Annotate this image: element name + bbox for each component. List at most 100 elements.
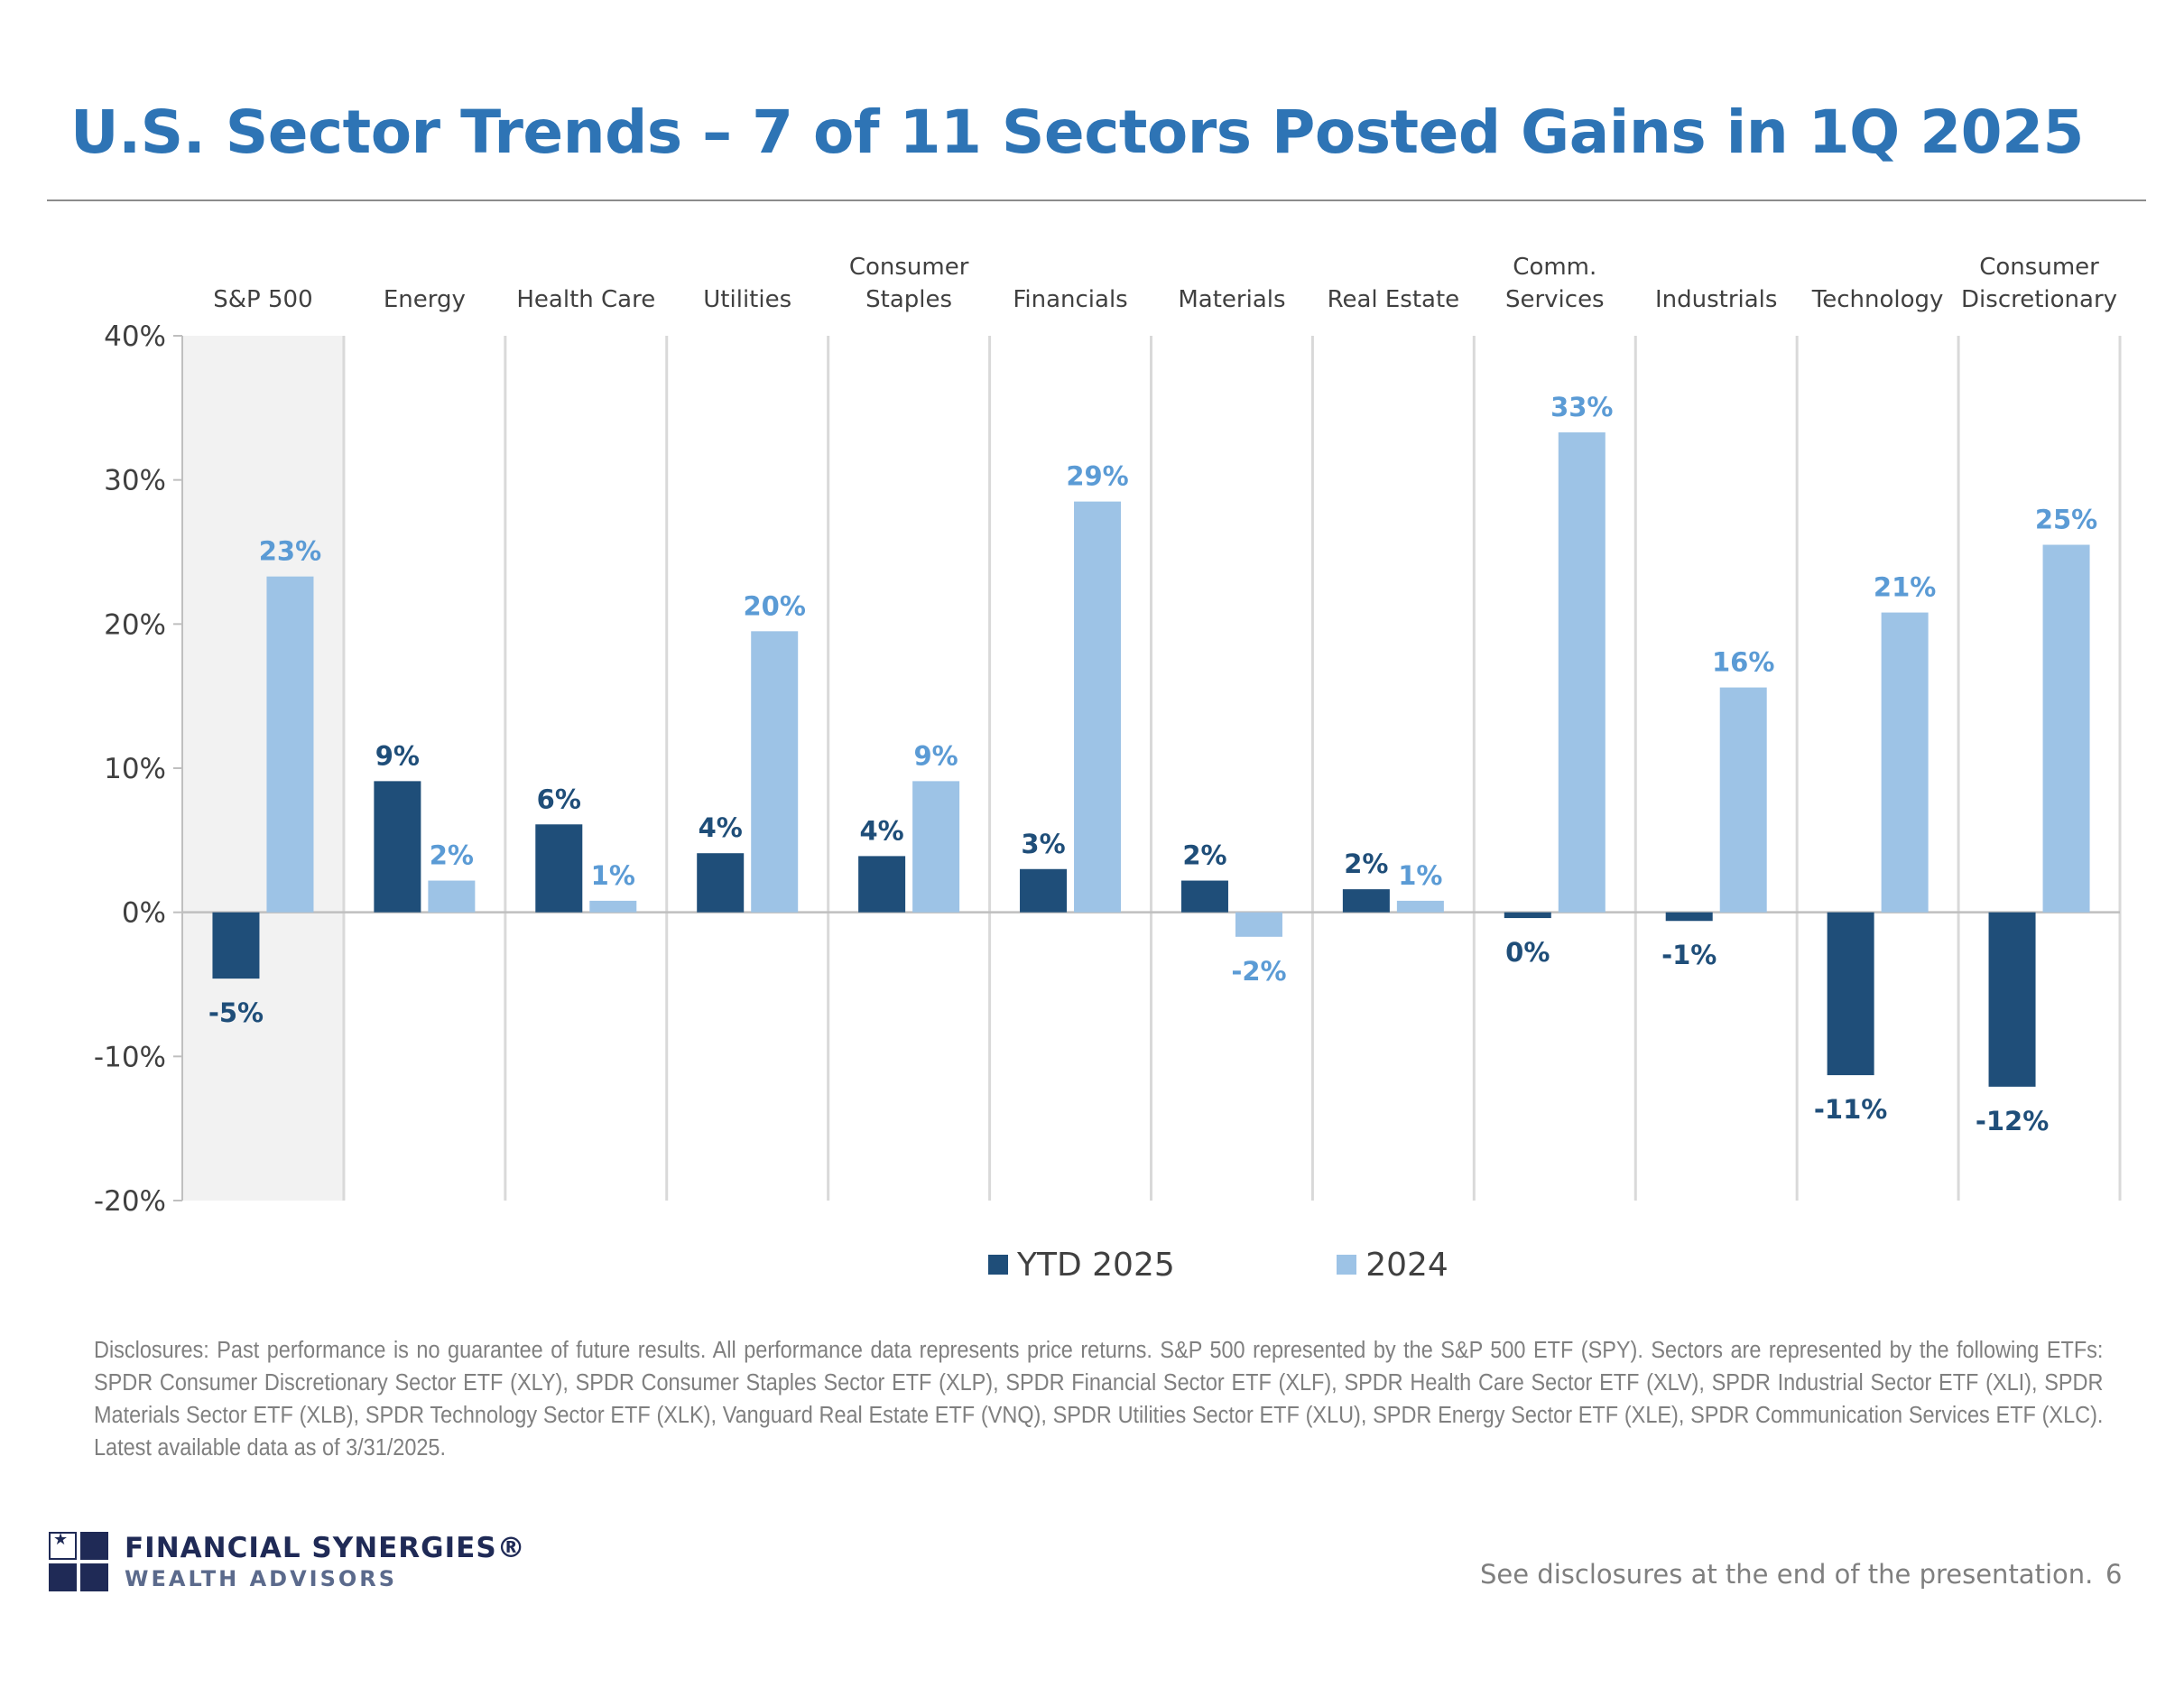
footer-note: See disclosures at the end of the presen… — [1480, 1559, 2094, 1590]
logo-grid-icon: ★ — [49, 1530, 108, 1591]
data-label-2024: 16% — [1712, 647, 1774, 678]
bar-ytd-2025 — [1988, 912, 2036, 1087]
category-label: Consumer Staples — [849, 254, 969, 313]
data-label-2024: 20% — [743, 590, 805, 621]
category-label-line: Comm. — [1513, 254, 1596, 281]
data-label-2024: 29% — [1066, 461, 1128, 492]
category-label: Utilities — [703, 286, 791, 313]
data-label-ytd-2025: 6% — [537, 784, 581, 814]
bar-ytd-2025 — [697, 853, 745, 913]
data-label-2024: -2% — [1231, 956, 1286, 987]
category-label: Industrials — [1655, 286, 1777, 313]
bar-ytd-2025 — [858, 856, 906, 913]
category-label-line: Technology — [1811, 286, 1944, 313]
data-label-ytd-2025: 2% — [1182, 840, 1226, 871]
bar-2024 — [266, 576, 314, 913]
data-label-2024: 25% — [2035, 505, 2097, 535]
title-divider — [47, 199, 2146, 201]
y-tick-label: 20% — [104, 608, 166, 641]
bar-2024 — [1396, 900, 1444, 913]
category-label: Health Care — [516, 286, 655, 313]
data-label-ytd-2025: 3% — [1021, 829, 1065, 859]
category-label: Materials — [1178, 286, 1285, 313]
category-label: Real Estate — [1328, 286, 1460, 313]
category-label-line: Consumer — [849, 254, 969, 281]
y-tick-label: 30% — [104, 465, 166, 497]
data-label-2024: 33% — [1550, 392, 1613, 422]
data-label-2024: 2% — [430, 840, 474, 871]
legend-label-ytd: YTD 2025 — [1017, 1246, 1175, 1284]
data-label-2024: 1% — [591, 860, 635, 891]
sector-bar-chart: 40% 30% 20% 10% 0% -10% -20% S&P 500 Energy Healt… — [94, 254, 2122, 1218]
bar-2024 — [1558, 431, 1606, 913]
bar-ytd-2025 — [1020, 868, 1068, 913]
category-label-line: Health Care — [516, 286, 655, 313]
bar-ytd-2025 — [1504, 912, 1551, 919]
page-number: 6 — [2105, 1559, 2123, 1590]
logo-subtitle: WEALTH ADVISORS — [125, 1566, 398, 1591]
category-label-line: Materials — [1178, 286, 1285, 313]
y-tick-label: 10% — [104, 753, 166, 785]
data-label-2024: 23% — [259, 536, 321, 567]
y-tick-label: -20% — [94, 1185, 166, 1218]
data-label-ytd-2025: -11% — [1814, 1094, 1887, 1125]
bar-ytd-2025 — [535, 824, 583, 913]
category-label: S&P 500 — [213, 286, 312, 313]
category-label-line: Discretionary — [1961, 286, 2117, 313]
category-label: Technology — [1811, 286, 1944, 313]
bar-2024 — [1719, 687, 1767, 913]
data-label-2024: 21% — [1874, 572, 1936, 603]
category-label-line: Financials — [1013, 286, 1127, 313]
y-tick-label: 0% — [122, 897, 166, 930]
bar-2024 — [1235, 912, 1282, 937]
bar-2024 — [1074, 501, 1122, 913]
category-label: Financials — [1013, 286, 1127, 313]
data-label-ytd-2025: -12% — [1976, 1106, 2049, 1136]
category-label-line: Consumer — [1979, 254, 2099, 281]
logo-name: FINANCIAL SYNERGIES® — [125, 1532, 526, 1564]
page-title: U.S. Sector Trends – 7 of 11 Sectors Pos… — [70, 97, 2084, 167]
chart-legend: YTD 2025 2024 — [988, 1246, 1600, 1284]
bar-2024 — [1881, 612, 1929, 913]
legend-item-ytd: YTD 2025 — [988, 1247, 1175, 1284]
bar-ytd-2025 — [1827, 912, 1874, 1076]
bar-2024 — [589, 900, 637, 913]
data-label-ytd-2025: 4% — [860, 815, 904, 846]
legend-label-2024: 2024 — [1365, 1246, 1448, 1284]
category-label: Comm. Services — [1505, 254, 1605, 313]
category-label-line: Staples — [865, 286, 952, 313]
category-label-line: Utilities — [703, 286, 791, 313]
category-label-line: Real Estate — [1328, 286, 1460, 313]
bar-2024 — [428, 880, 476, 913]
disclosure-text: Disclosures: Past performance is no guar… — [94, 1334, 2103, 1464]
disclosure-body: Disclosures: Past performance is no guar… — [94, 1338, 2104, 1461]
category-label: Consumer Discretionary — [1961, 254, 2117, 313]
bar-2024 — [912, 781, 960, 913]
bar-2024 — [2042, 544, 2090, 913]
highlight-band — [182, 336, 344, 1201]
y-tick-label: -10% — [94, 1041, 166, 1073]
data-label-ytd-2025: 9% — [375, 740, 420, 771]
bar-ytd-2025 — [212, 912, 260, 979]
bar-ytd-2025 — [374, 781, 421, 913]
data-label-2024: 1% — [1398, 860, 1442, 891]
logo-star-square: ★ — [49, 1530, 77, 1560]
category-label-line: S&P 500 — [213, 286, 312, 313]
data-label-2024: 9% — [914, 740, 958, 771]
category-label-line: Industrials — [1655, 286, 1777, 313]
category-label-line: Services — [1505, 286, 1605, 313]
bar-ytd-2025 — [1342, 889, 1390, 913]
category-label-line: Energy — [384, 286, 466, 313]
legend-item-2024: 2024 — [1337, 1247, 1448, 1284]
bar-ytd-2025 — [1180, 880, 1228, 913]
legend-swatch-ytd — [988, 1255, 1008, 1275]
star-icon: ★ — [53, 1530, 69, 1549]
data-label-ytd-2025: -1% — [1661, 940, 1717, 970]
bar-2024 — [751, 631, 799, 913]
y-tick-label: 40% — [104, 320, 166, 353]
data-label-ytd-2025: 2% — [1344, 849, 1388, 879]
category-label: Energy — [384, 286, 466, 313]
bar-ytd-2025 — [1665, 912, 1713, 922]
data-label-ytd-2025: -5% — [208, 997, 264, 1028]
data-label-ytd-2025: 4% — [699, 812, 743, 843]
